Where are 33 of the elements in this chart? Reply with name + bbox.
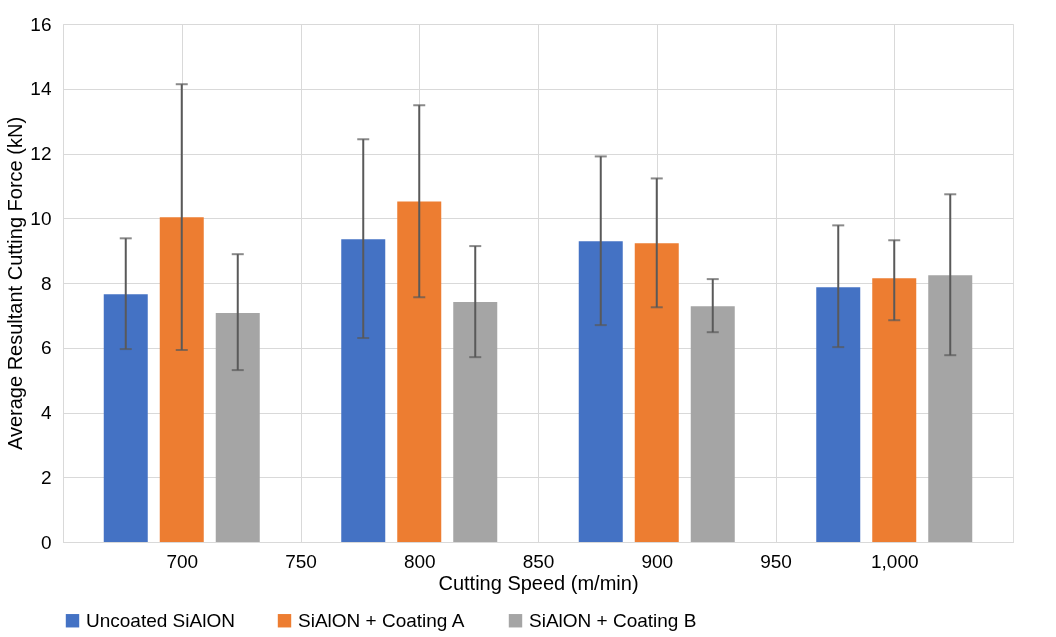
x-axis-title: Cutting Speed (m/min) (438, 571, 639, 594)
y-tick-label: 16 (30, 13, 52, 35)
x-tick-label: 750 (285, 550, 317, 572)
bar (578, 241, 623, 542)
y-tick-label: 14 (30, 78, 52, 100)
x-tick-label: 700 (166, 550, 199, 572)
y-tick-label: 0 (40, 531, 52, 553)
bar (159, 217, 204, 542)
y-tick-label: 6 (40, 337, 52, 359)
bar (397, 201, 442, 542)
bar (634, 243, 679, 542)
y-tick-label: 2 (40, 466, 52, 488)
bar (928, 275, 973, 542)
legend-label: SiAlON + Coating B (529, 609, 697, 631)
bar (816, 287, 861, 542)
y-tick-label: 12 (30, 143, 52, 164)
x-tick-label: 850 (522, 550, 555, 572)
bar (103, 294, 148, 542)
bar (215, 313, 260, 542)
x-tick-label: 900 (641, 550, 674, 572)
bar (341, 239, 386, 542)
legend-label: Uncoated SiAlON (86, 609, 235, 631)
x-tick-label: 950 (760, 550, 792, 572)
x-tick-label: 800 (403, 550, 436, 572)
y-tick-label: 10 (30, 207, 52, 229)
y-axis-title: Average Resultant Cutting Force (kN) (4, 116, 27, 451)
legend-label: SiAlON + Coating A (298, 609, 465, 631)
bar (872, 278, 917, 542)
bar (690, 306, 735, 542)
y-tick-label: 4 (40, 402, 52, 423)
y-tick-label: 8 (40, 272, 52, 294)
x-tick-label: 1,000 (870, 550, 919, 572)
bar (453, 302, 498, 542)
